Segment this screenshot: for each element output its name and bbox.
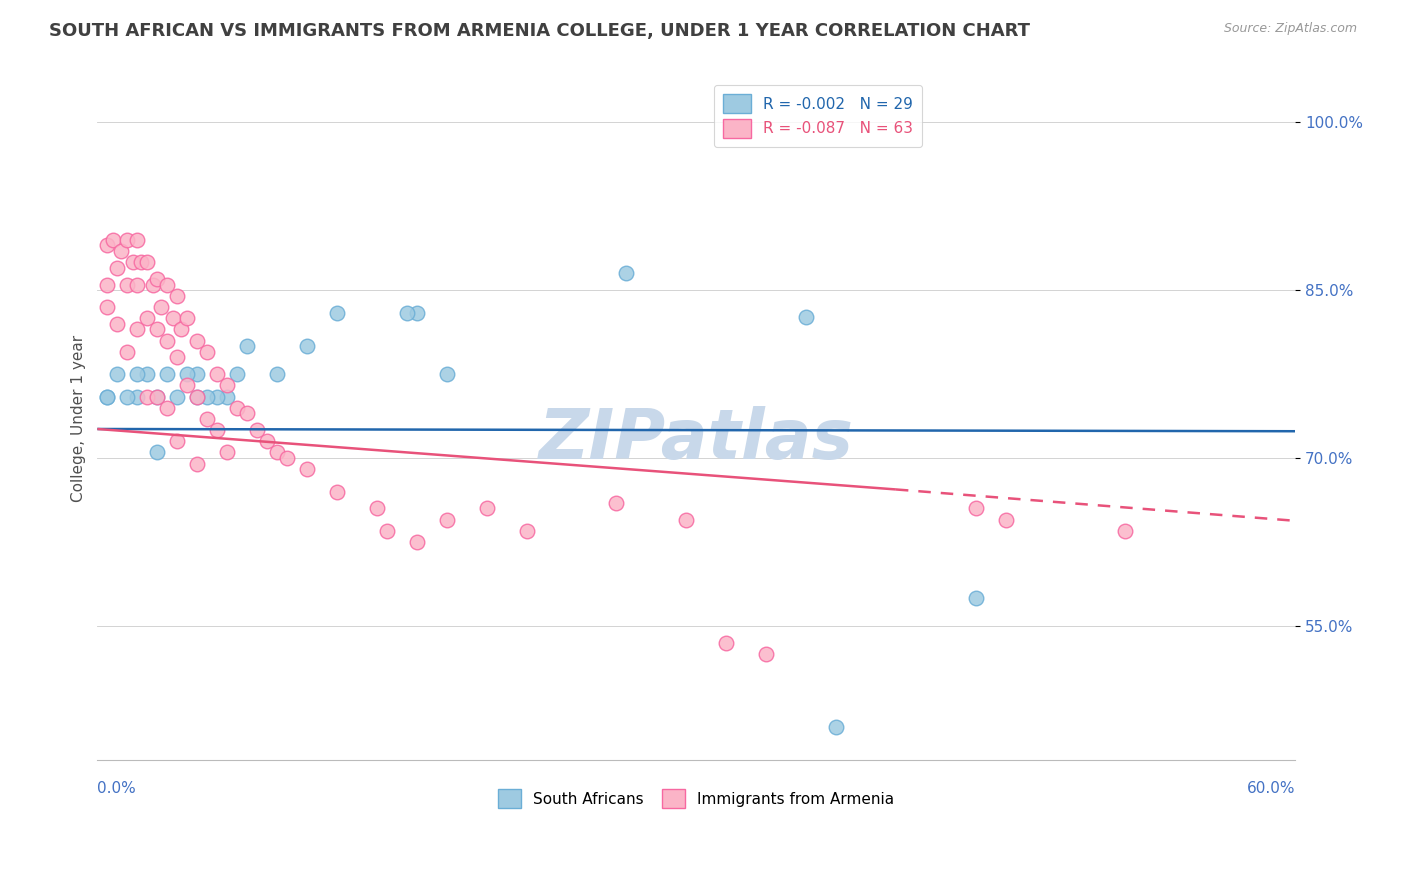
Point xyxy=(965,501,987,516)
Text: 0.0%: 0.0% xyxy=(97,780,136,796)
Point xyxy=(195,412,218,426)
Point xyxy=(366,501,388,516)
Point xyxy=(616,266,638,280)
Point xyxy=(103,233,125,247)
Point xyxy=(96,390,118,404)
Point xyxy=(96,300,118,314)
Point xyxy=(146,445,169,459)
Point xyxy=(96,238,118,252)
Point xyxy=(825,720,848,734)
Point xyxy=(276,451,298,466)
Point xyxy=(136,255,159,269)
Point xyxy=(156,367,179,381)
Point xyxy=(217,390,239,404)
Point xyxy=(117,233,139,247)
Point xyxy=(186,390,208,404)
Point xyxy=(266,367,288,381)
Point xyxy=(170,322,193,336)
Point xyxy=(246,423,269,437)
Point xyxy=(217,445,239,459)
Point xyxy=(236,406,259,420)
Point xyxy=(405,535,427,549)
Point xyxy=(375,524,398,538)
Text: Source: ZipAtlas.com: Source: ZipAtlas.com xyxy=(1223,22,1357,36)
Point xyxy=(405,305,427,319)
Point xyxy=(1114,524,1136,538)
Point xyxy=(136,390,159,404)
Point xyxy=(105,260,128,275)
Point xyxy=(436,513,458,527)
Point xyxy=(136,311,159,326)
Point xyxy=(117,277,139,292)
Point xyxy=(127,277,149,292)
Point xyxy=(146,272,169,286)
Point xyxy=(395,305,418,319)
Point xyxy=(176,367,198,381)
Text: ZIPatlas: ZIPatlas xyxy=(538,406,853,473)
Point xyxy=(186,334,208,348)
Point xyxy=(105,367,128,381)
Point xyxy=(295,462,318,476)
Point xyxy=(755,647,778,661)
Point xyxy=(127,390,149,404)
Point xyxy=(475,501,498,516)
Point xyxy=(675,513,697,527)
Point xyxy=(105,317,128,331)
Point xyxy=(150,300,173,314)
Point xyxy=(146,390,169,404)
Point xyxy=(205,367,228,381)
Point xyxy=(195,344,218,359)
Point xyxy=(217,378,239,392)
Point xyxy=(166,390,188,404)
Point xyxy=(205,390,228,404)
Point xyxy=(326,305,349,319)
Point xyxy=(96,277,118,292)
Text: 60.0%: 60.0% xyxy=(1247,780,1295,796)
Legend: South Africans, Immigrants from Armenia: South Africans, Immigrants from Armenia xyxy=(492,783,901,814)
Point xyxy=(516,524,538,538)
Point xyxy=(129,255,152,269)
Point xyxy=(156,401,179,415)
Point xyxy=(176,378,198,392)
Point xyxy=(186,390,208,404)
Point xyxy=(156,277,179,292)
Point xyxy=(110,244,132,258)
Point xyxy=(142,277,165,292)
Point xyxy=(127,322,149,336)
Point xyxy=(605,496,627,510)
Point xyxy=(186,367,208,381)
Point xyxy=(256,434,278,449)
Point xyxy=(186,457,208,471)
Point xyxy=(127,367,149,381)
Point xyxy=(226,401,249,415)
Text: SOUTH AFRICAN VS IMMIGRANTS FROM ARMENIA COLLEGE, UNDER 1 YEAR CORRELATION CHART: SOUTH AFRICAN VS IMMIGRANTS FROM ARMENIA… xyxy=(49,22,1031,40)
Point xyxy=(96,390,118,404)
Point xyxy=(117,344,139,359)
Point xyxy=(117,390,139,404)
Point xyxy=(965,591,987,605)
Point xyxy=(127,233,149,247)
Point xyxy=(794,310,817,324)
Point xyxy=(162,311,184,326)
Point xyxy=(122,255,145,269)
Point xyxy=(205,423,228,437)
Point xyxy=(176,311,198,326)
Y-axis label: College, Under 1 year: College, Under 1 year xyxy=(72,335,86,502)
Point xyxy=(146,390,169,404)
Point xyxy=(136,367,159,381)
Point xyxy=(156,334,179,348)
Point xyxy=(166,289,188,303)
Point xyxy=(295,339,318,353)
Point xyxy=(326,484,349,499)
Point xyxy=(166,434,188,449)
Point xyxy=(195,390,218,404)
Point xyxy=(436,367,458,381)
Point xyxy=(226,367,249,381)
Point xyxy=(236,339,259,353)
Point xyxy=(146,322,169,336)
Point xyxy=(166,351,188,365)
Point xyxy=(266,445,288,459)
Point xyxy=(716,636,738,650)
Point xyxy=(994,513,1017,527)
